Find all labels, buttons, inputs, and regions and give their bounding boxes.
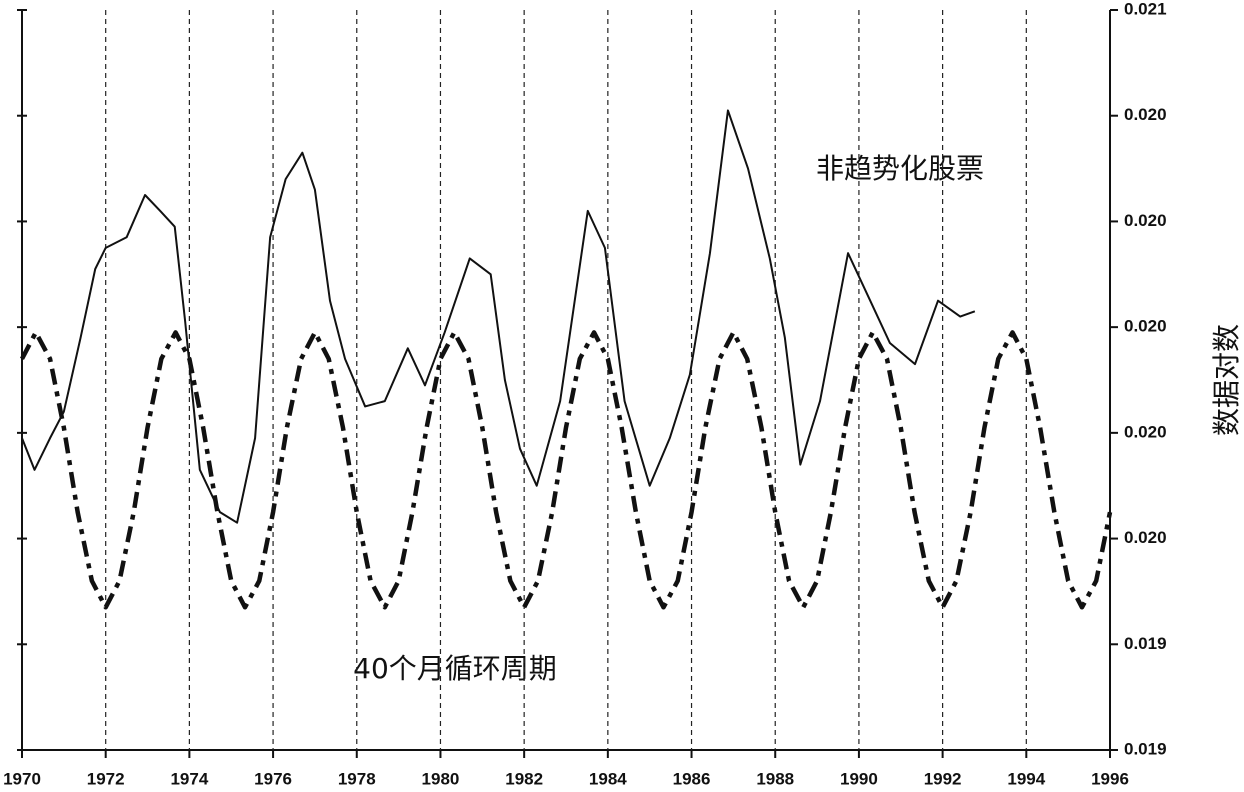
series-line [21, 109, 976, 524]
x-tick-label: 1978 [338, 769, 376, 788]
x-tick-label: 1982 [505, 769, 543, 788]
x-tick-label: 1970 [3, 769, 41, 788]
x-tick-label: 1984 [589, 769, 627, 788]
x-tick-label: 1974 [170, 769, 208, 788]
x-tick-label: 1980 [422, 769, 460, 788]
y-tick-label: 0.020 [1124, 528, 1167, 547]
y-tick-label: 0.020 [1124, 317, 1167, 336]
series-annotation: 40个月循环周期 [353, 652, 557, 685]
y-tick-label: 0.020 [1124, 422, 1167, 441]
y-tick-label: 0.021 [1124, 0, 1167, 18]
x-tick-label: 1976 [254, 769, 292, 788]
x-tick-label: 1992 [924, 769, 962, 788]
x-tick-label: 1990 [840, 769, 878, 788]
y-tick-label: 0.020 [1124, 105, 1167, 124]
x-tick-label: 1996 [1091, 769, 1129, 788]
x-tick-label: 1986 [673, 769, 711, 788]
x-tick-label: 1988 [756, 769, 794, 788]
y-axis-label: 数据对数 [1210, 324, 1243, 436]
x-tick-label: 1972 [87, 769, 125, 788]
y-tick-label: 0.019 [1124, 634, 1167, 653]
series-line [20, 330, 1113, 610]
y-tick-label: 0.019 [1124, 739, 1167, 758]
y-tick-label: 0.020 [1124, 211, 1167, 230]
series-annotation: 非趋势化股票 [816, 152, 984, 185]
x-tick-label: 1994 [1007, 769, 1045, 788]
